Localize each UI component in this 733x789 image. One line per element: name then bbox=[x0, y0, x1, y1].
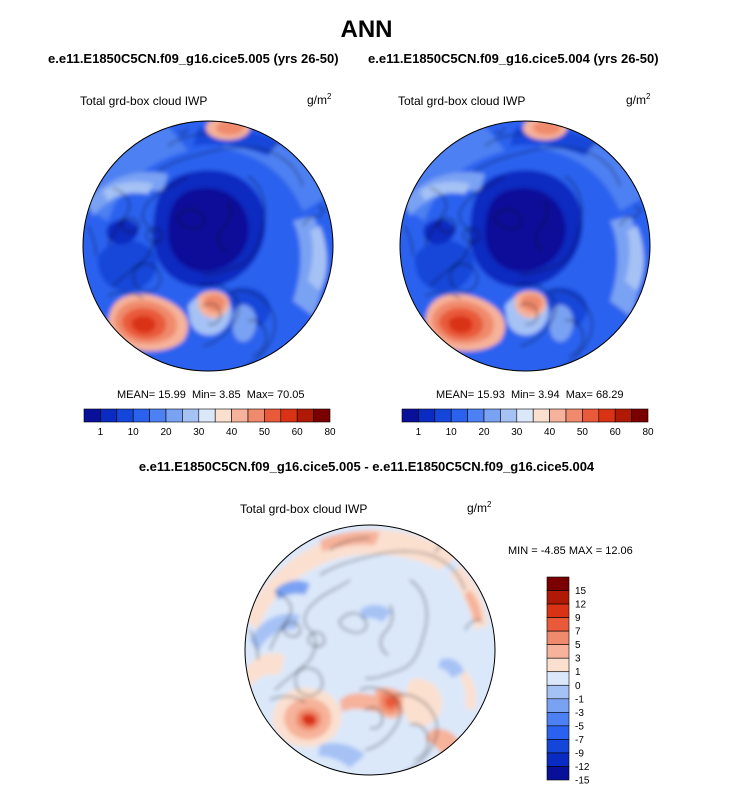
colorbar3-tick-label: 12 bbox=[575, 600, 587, 611]
colorbar2-tick-label: 1 bbox=[416, 427, 422, 438]
colorbar3-tick-label: -5 bbox=[575, 721, 584, 732]
colorbar1-swatch bbox=[214, 408, 232, 423]
colorbar1-tick-label: 1 bbox=[98, 427, 104, 438]
panel2-stats: MEAN= 15.93 Min= 3.94 Max= 68.29 bbox=[436, 389, 624, 401]
panel3-stats: MIN = -4.85 MAX = 12.06 bbox=[508, 545, 633, 557]
colorbar2-swatch bbox=[467, 408, 485, 423]
colorbar1-swatch bbox=[280, 408, 298, 423]
colorbar3-swatch bbox=[546, 644, 570, 659]
colorbar3-swatch bbox=[546, 752, 570, 767]
colorbar1-tick-label: 60 bbox=[292, 427, 304, 438]
colorbar2-tick-label: 80 bbox=[642, 427, 654, 438]
colorbar1-swatch bbox=[100, 408, 118, 423]
colorbar3-swatch bbox=[546, 684, 570, 700]
colorbar3-tick-label: -9 bbox=[575, 748, 584, 759]
colorbar-panel1: 1 10 20 30 40 50 60 80 bbox=[83, 408, 336, 438]
colorbar1-swatch bbox=[198, 408, 216, 423]
colorbar2-swatch bbox=[598, 408, 616, 423]
colorbar3-swatch bbox=[546, 657, 570, 673]
colorbar2-tick-label: 20 bbox=[478, 427, 490, 438]
colorbar1-swatch bbox=[313, 408, 331, 423]
colorbar2-swatch bbox=[418, 408, 436, 423]
colorbar3-swatch bbox=[546, 725, 570, 740]
colorbar1-tick-label: 40 bbox=[226, 427, 238, 438]
diff-title: e.e11.E1850C5CN.f09_g16.cice5.005 - e.e1… bbox=[138, 459, 595, 474]
colorbar1-tick-label: 50 bbox=[259, 427, 271, 438]
colorbar2-swatch bbox=[500, 408, 518, 423]
colorbar2-swatch bbox=[549, 408, 567, 423]
colorbar3-tick-label: -3 bbox=[575, 708, 584, 719]
colorbar2-tick-label: 50 bbox=[577, 427, 589, 438]
colorbar3-tick-label: 7 bbox=[575, 627, 581, 638]
panel3-label: Total grd-box cloud IWP bbox=[240, 502, 368, 516]
colorbar1-swatch bbox=[264, 408, 282, 423]
colorbar3-tick-label: 3 bbox=[575, 654, 581, 665]
colorbar3-swatch bbox=[546, 671, 570, 686]
colorbar2-swatch bbox=[401, 408, 419, 423]
colorbar2-tick-label: 10 bbox=[446, 427, 458, 438]
panel2-map bbox=[399, 120, 651, 372]
panel1-stats: MEAN= 15.99 Min= 3.85 Max= 70.05 bbox=[117, 389, 305, 401]
colorbar3-tick-label: 15 bbox=[575, 586, 587, 597]
panel3-map-border bbox=[244, 524, 496, 776]
colorbar1-tick-label: 20 bbox=[160, 427, 172, 438]
colorbar3-swatch bbox=[546, 739, 570, 754]
colorbar1-tick-label: 30 bbox=[193, 427, 205, 438]
colorbar1-swatch bbox=[182, 408, 200, 423]
colorbar3-tick-label: -15 bbox=[575, 776, 590, 787]
case-title-left: e.e11.E1850C5CN.f09_g16.cice5.005 (yrs 2… bbox=[48, 51, 339, 66]
main-title: ANN bbox=[340, 16, 393, 43]
panel2-units: g/m2 bbox=[626, 92, 651, 107]
colorbar2-swatch bbox=[631, 408, 649, 423]
colorbar3-swatch bbox=[546, 630, 570, 645]
colorbar2-tick-label: 60 bbox=[610, 427, 622, 438]
colorbar3-swatch bbox=[546, 590, 570, 605]
colorbar3-tick-label: -1 bbox=[575, 694, 584, 705]
colorbar3-tick-label: 9 bbox=[575, 613, 581, 624]
colorbar1-tick-label: 80 bbox=[324, 427, 336, 438]
colorbar-panel2: 1 10 20 30 40 50 60 80 bbox=[401, 408, 654, 438]
panel2-label: Total grd-box cloud IWP bbox=[398, 94, 526, 108]
colorbar1-swatch bbox=[83, 408, 101, 423]
colorbar2-tick-label: 40 bbox=[544, 427, 556, 438]
colorbar3-swatch bbox=[546, 698, 570, 713]
colorbar1-swatch bbox=[231, 408, 249, 423]
colorbar1-tick-label: 10 bbox=[128, 427, 140, 438]
colorbar2-swatch bbox=[532, 408, 550, 423]
colorbar2-swatch bbox=[450, 408, 468, 423]
colorbar1-swatch bbox=[296, 408, 314, 423]
colorbar1-swatch bbox=[149, 408, 167, 423]
colorbar3-swatch bbox=[546, 603, 570, 618]
colorbar3-tick-label: 5 bbox=[575, 640, 581, 651]
colorbar2-tick-label: 30 bbox=[511, 427, 523, 438]
panel3-map bbox=[244, 524, 496, 776]
colorbar3-swatch bbox=[546, 617, 570, 632]
panel1-map bbox=[82, 120, 334, 372]
colorbar1-swatch bbox=[116, 408, 134, 423]
colorbar2-swatch bbox=[614, 408, 632, 423]
colorbar3-swatch bbox=[546, 576, 570, 591]
panel3-units: g/m2 bbox=[467, 500, 492, 515]
panel1-units: g/m2 bbox=[307, 92, 332, 107]
colorbar1-swatch bbox=[165, 408, 183, 423]
colorbar2-swatch bbox=[483, 408, 501, 423]
colorbar3-tick-label: -12 bbox=[575, 762, 590, 773]
colorbar3-swatch bbox=[546, 766, 570, 781]
panel1-label: Total grd-box cloud IWP bbox=[80, 94, 208, 108]
colorbar1-swatch bbox=[247, 408, 265, 423]
colorbar2-swatch bbox=[565, 408, 583, 423]
panel2-map-border bbox=[399, 120, 651, 372]
colorbar3-tick-label: 0 bbox=[575, 681, 581, 692]
colorbar2-swatch bbox=[582, 408, 600, 423]
colorbar3-tick-label: -7 bbox=[575, 735, 584, 746]
colorbar-panel3: 15 12 9 7 5 3 1 0 -1 -3 -5 -7 -9 -12 -15 bbox=[546, 576, 590, 787]
colorbar3-swatch bbox=[546, 712, 570, 727]
colorbar2-swatch bbox=[434, 408, 452, 423]
panel1-map-border bbox=[82, 120, 334, 372]
colorbar3-tick-label: 1 bbox=[575, 667, 581, 678]
colorbar2-swatch bbox=[516, 408, 534, 423]
colorbar1-swatch bbox=[132, 408, 150, 423]
case-title-right: e.e11.E1850C5CN.f09_g16.cice5.004 (yrs 2… bbox=[368, 51, 659, 66]
